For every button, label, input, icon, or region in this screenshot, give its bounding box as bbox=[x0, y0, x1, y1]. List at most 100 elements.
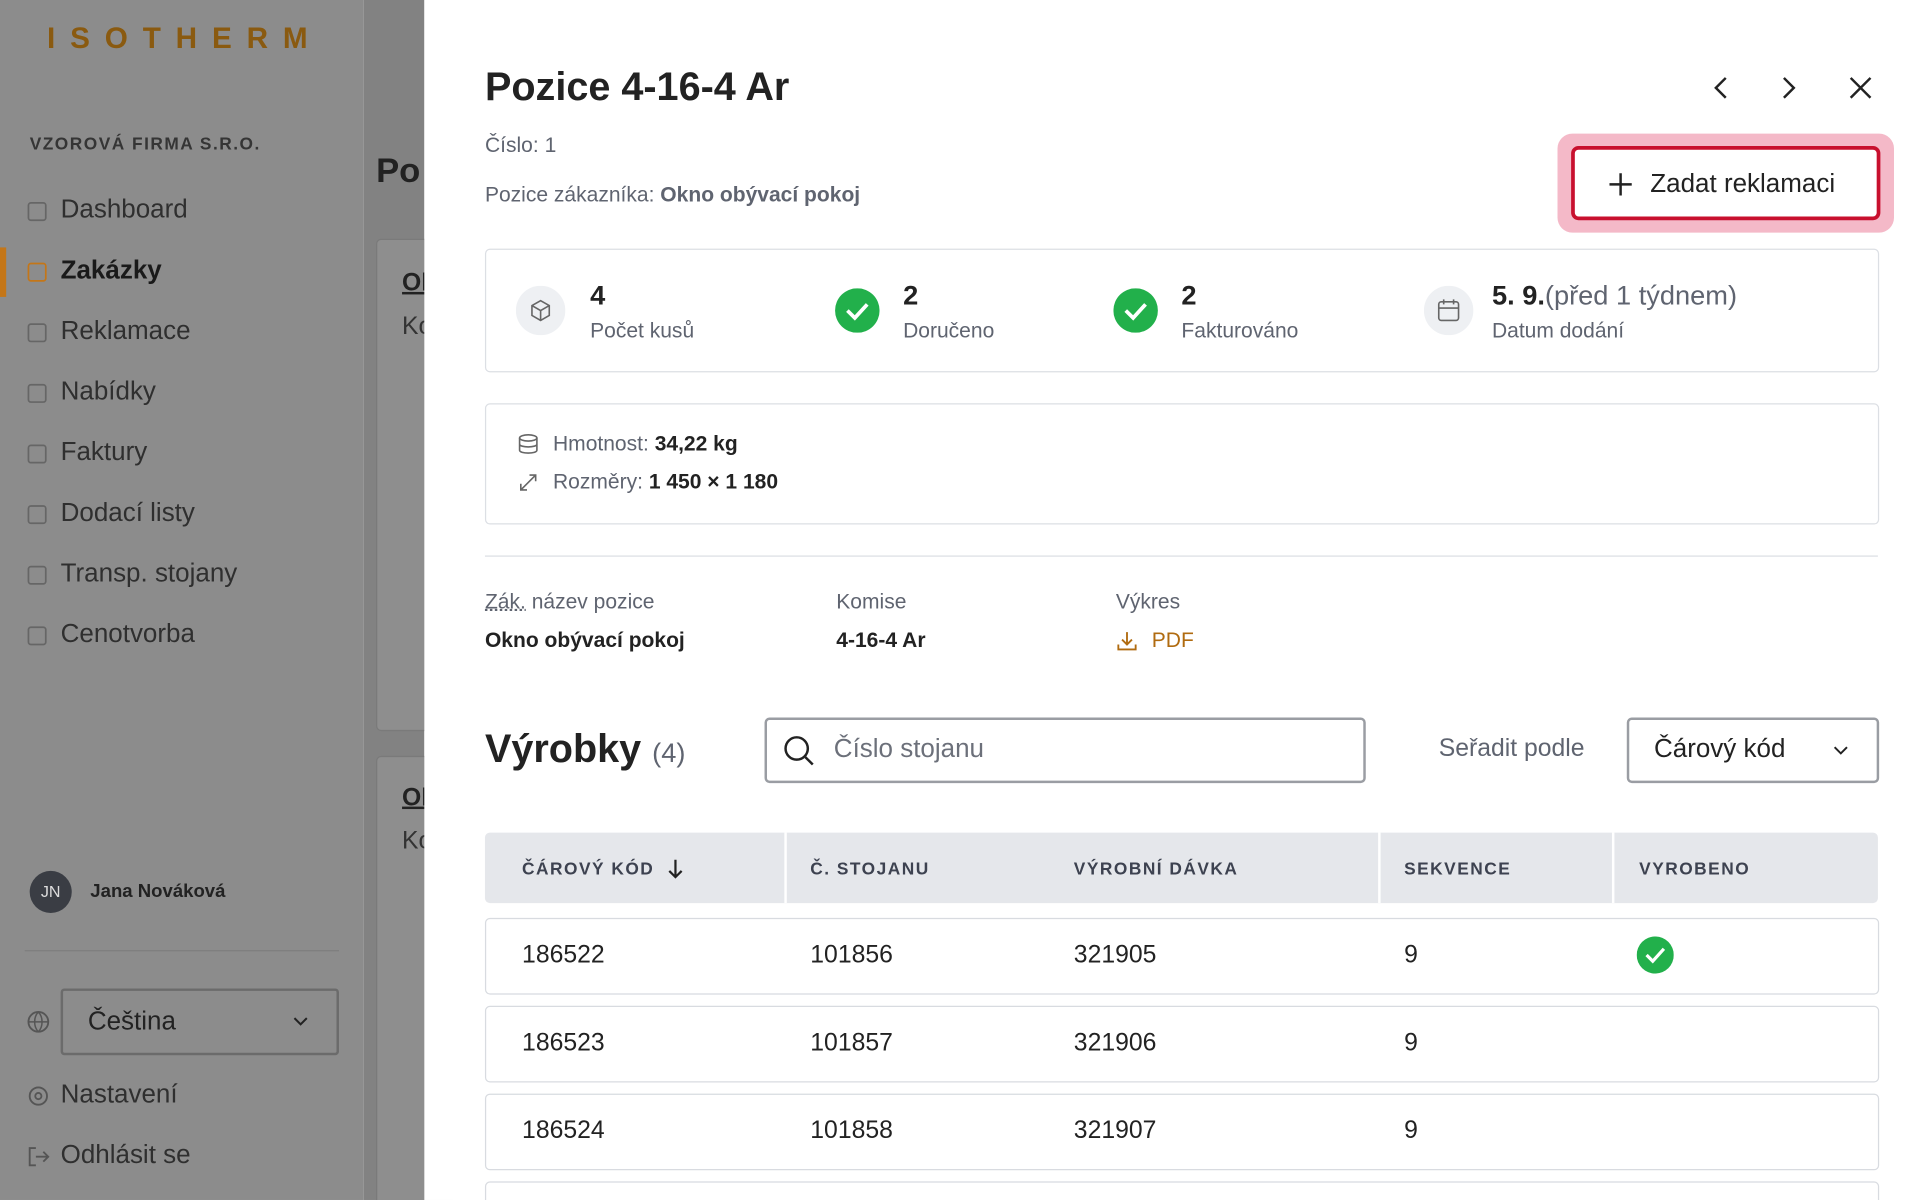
divider bbox=[484, 555, 1878, 557]
stat-label: Doručeno bbox=[903, 319, 995, 343]
label: Hmotnost: bbox=[552, 431, 649, 456]
column-separator bbox=[784, 832, 787, 904]
cell: 9 bbox=[1404, 1029, 1418, 1057]
settings-icon bbox=[28, 1086, 48, 1106]
sort-select[interactable]: Čárový kód bbox=[1626, 717, 1880, 784]
label: Číslo: bbox=[484, 133, 539, 158]
stat-label: Datum dodání bbox=[1491, 319, 1625, 343]
panel-title: Pozice 4-16-4 Ar bbox=[484, 64, 790, 109]
count: (4) bbox=[652, 737, 686, 769]
column-header: VYROBENO bbox=[1639, 858, 1751, 879]
label: Pozice zákazníka: bbox=[484, 183, 655, 207]
stat-label: Fakturováno bbox=[1181, 319, 1299, 343]
column-separator bbox=[1611, 832, 1615, 904]
sort-arrow[interactable] bbox=[666, 857, 686, 879]
globe-icon bbox=[27, 1011, 50, 1033]
title: Výrobky bbox=[484, 726, 642, 771]
column-separator bbox=[1378, 832, 1381, 904]
value: 4 bbox=[590, 279, 606, 311]
box-icon bbox=[515, 285, 566, 336]
logout-link[interactable]: Odhlásit se bbox=[60, 1140, 191, 1170]
nav-item[interactable]: Dashboard bbox=[60, 195, 188, 224]
value: 1 450 × 1 180 bbox=[648, 470, 779, 494]
prev-button[interactable] bbox=[1708, 74, 1735, 101]
check-icon bbox=[1113, 288, 1158, 333]
stat-label: Počet kusů bbox=[590, 319, 695, 343]
chevron bbox=[1833, 746, 1848, 755]
table-row[interactable] bbox=[484, 1093, 1880, 1171]
background-heading: Po bbox=[376, 150, 421, 190]
value: 5. 9. bbox=[1491, 279, 1545, 311]
stat-value: 4 bbox=[590, 280, 605, 312]
cell: 321906 bbox=[1073, 1029, 1157, 1057]
button-label: Zadat reklamaci bbox=[1650, 169, 1836, 198]
table-row[interactable] bbox=[484, 917, 1880, 995]
details-box bbox=[484, 403, 1880, 525]
table-row[interactable] bbox=[484, 1005, 1880, 1083]
sort-label: Seřadit podle bbox=[1438, 734, 1585, 763]
divider bbox=[24, 950, 339, 952]
nav-item[interactable]: Reklamace bbox=[60, 316, 191, 346]
cell: 321907 bbox=[1073, 1117, 1157, 1145]
cell: 101856 bbox=[810, 941, 893, 969]
stat-value: 2 bbox=[1181, 280, 1196, 312]
value: 2 bbox=[903, 279, 919, 311]
nav-item[interactable]: Dodací listy bbox=[60, 498, 195, 528]
info-label: Komise bbox=[836, 590, 907, 614]
pdf-link[interactable]: PDF bbox=[1151, 628, 1194, 652]
dimensions-icon bbox=[520, 474, 537, 491]
abbr: Zák. bbox=[484, 590, 526, 614]
cell: 9 bbox=[1404, 941, 1418, 969]
card-title: Ol bbox=[402, 269, 429, 297]
cell: 321905 bbox=[1073, 941, 1157, 969]
language-select[interactable]: Čeština bbox=[60, 988, 339, 1056]
value: Okno obývací pokoj bbox=[660, 183, 861, 207]
active-indicator bbox=[0, 247, 7, 297]
label: Rozměry: bbox=[552, 470, 643, 494]
nav-item[interactable]: Nabídky bbox=[60, 377, 156, 406]
table-header bbox=[484, 832, 1878, 904]
stat-value: 5. 9.(před 1 týdnem) bbox=[1492, 280, 1737, 312]
language: Čeština bbox=[87, 1006, 176, 1036]
complaint-button[interactable]: Zadat reklamaci bbox=[1571, 145, 1881, 221]
settings-link[interactable]: Nastavení bbox=[60, 1079, 178, 1109]
column-header[interactable]: ČÁROVÝ KÓD bbox=[522, 858, 655, 879]
company: VZOROVÁ FIRMA S.R.O. bbox=[29, 133, 261, 154]
next-button[interactable] bbox=[1774, 74, 1801, 101]
calendar-icon bbox=[1423, 285, 1474, 336]
dimensions-row: Rozměry: 1 450 × 1 180 bbox=[553, 470, 778, 495]
card-title: Ol bbox=[402, 784, 429, 812]
weight-row: Hmotnost: 34,22 kg bbox=[553, 432, 738, 457]
avatar[interactable]: JN bbox=[29, 870, 72, 913]
nav-icon bbox=[27, 565, 47, 585]
chevron bbox=[293, 1017, 308, 1026]
customer-position-row: Pozice zákazníka: Okno obývací pokoj bbox=[485, 183, 860, 208]
plus-icon bbox=[1609, 173, 1632, 196]
nav-item[interactable]: Faktury bbox=[60, 437, 148, 467]
cell: 9 bbox=[1404, 1117, 1418, 1145]
info-label: Zák. název pozice bbox=[485, 590, 655, 615]
nav-icon bbox=[27, 202, 47, 222]
stats-box bbox=[484, 248, 1880, 373]
info-label: Výkres bbox=[1115, 590, 1181, 614]
nav-icon bbox=[27, 383, 47, 403]
nav-item[interactable]: Transp. stojany bbox=[60, 559, 238, 588]
cell: 186523 bbox=[522, 1029, 605, 1057]
table-row[interactable] bbox=[484, 1181, 1880, 1200]
weight-icon bbox=[518, 434, 538, 454]
nav-icon bbox=[27, 444, 47, 464]
stat-value: 2 bbox=[903, 280, 918, 312]
close-button[interactable] bbox=[1847, 74, 1874, 101]
search-icon bbox=[784, 736, 814, 766]
nav-item[interactable]: Zakázky bbox=[60, 256, 162, 285]
nav-icon bbox=[27, 505, 47, 525]
cell: 101857 bbox=[810, 1029, 893, 1057]
user-name[interactable]: Jana Nováková bbox=[90, 880, 226, 902]
sort-value: Čárový kód bbox=[1654, 734, 1786, 764]
download-icon bbox=[1117, 632, 1137, 651]
number-row: Číslo: 1 bbox=[485, 134, 556, 159]
nav-item[interactable]: Cenotvorba bbox=[60, 619, 195, 649]
label: název pozice bbox=[531, 590, 655, 614]
search-input[interactable]: Číslo stojanu bbox=[764, 717, 1366, 784]
